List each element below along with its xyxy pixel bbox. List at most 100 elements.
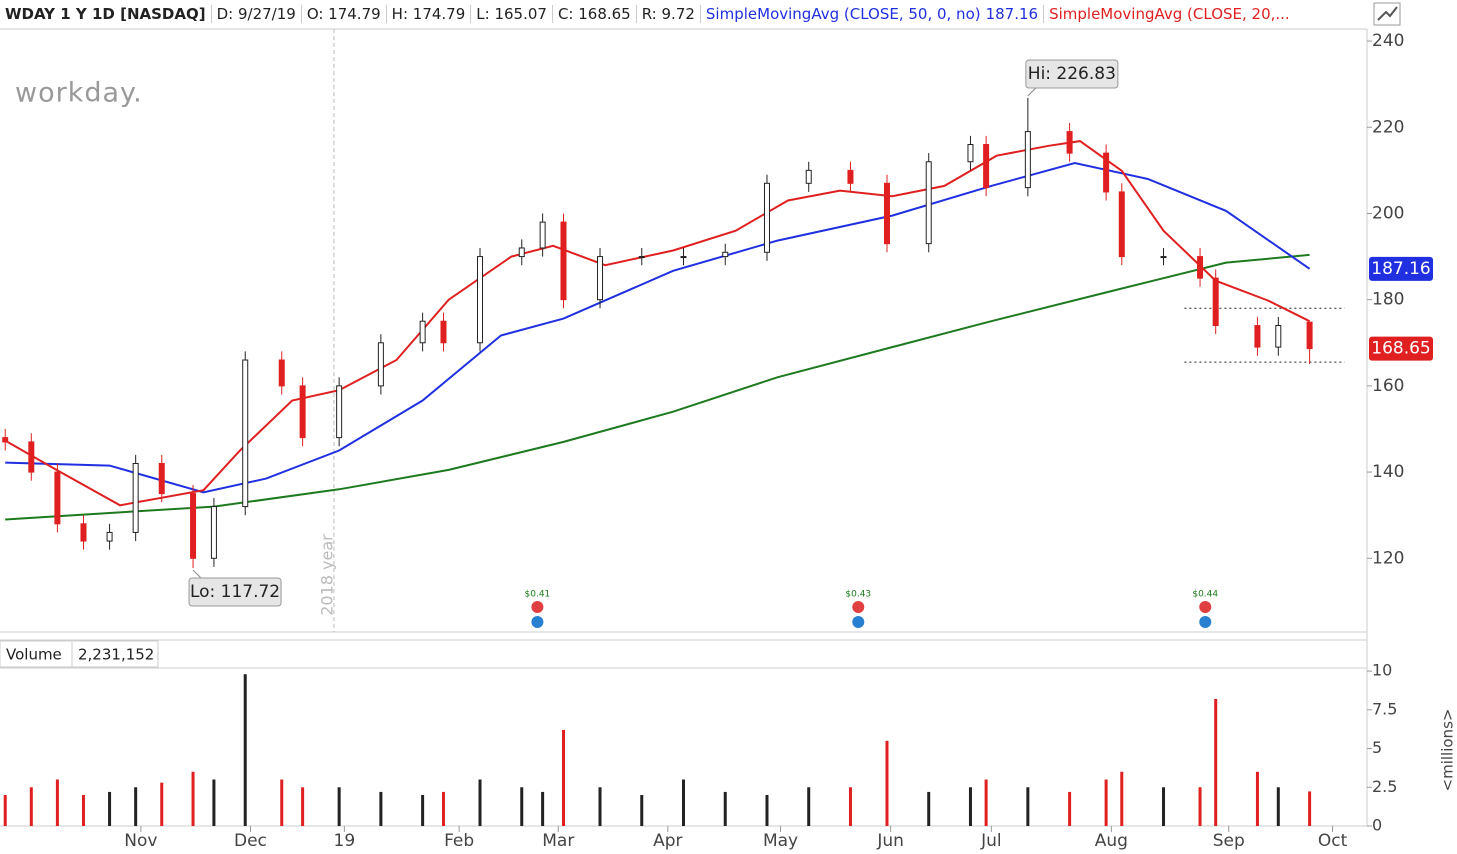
volume-bar <box>441 791 445 826</box>
field: L: 165.07 <box>471 5 553 23</box>
field: R: 9.72 <box>637 5 701 23</box>
volume-bar <box>55 779 59 826</box>
candle-body <box>1197 256 1204 279</box>
volume-bar <box>191 771 195 826</box>
volume-bar <box>160 782 164 826</box>
volume-bar <box>765 795 769 826</box>
candle-body <box>1306 321 1313 350</box>
volume-bar <box>1104 779 1108 826</box>
volume-bar <box>212 779 216 826</box>
dividend-label: $0.44 <box>1192 590 1218 600</box>
y-tick-label: 7.5 <box>1372 699 1397 718</box>
candle-body <box>440 320 447 344</box>
dividend-icon <box>531 601 544 613</box>
lo-label: Lo: 117.72 <box>190 582 280 602</box>
volume-bar <box>1026 787 1030 826</box>
x-tick-label: Jun <box>876 831 904 851</box>
volume-bar <box>29 787 33 826</box>
volume-bar <box>1198 787 1202 826</box>
y-tick-label: 10 <box>1372 661 1392 680</box>
field: O: 174.79 <box>302 5 387 23</box>
volume-bar <box>1068 791 1072 826</box>
dividend-icon <box>1199 601 1212 613</box>
dividend-label: $0.41 <box>525 590 551 600</box>
candle-body <box>477 256 484 344</box>
lo-box <box>188 577 282 607</box>
y-axis-label: <millions> <box>1439 709 1457 792</box>
candle-body <box>278 359 285 387</box>
volume-bar <box>640 795 644 826</box>
x-tick-label: Feb <box>444 831 474 851</box>
moving-average <box>4 140 1311 507</box>
x-tick-label: Mar <box>542 831 574 851</box>
volume-bar <box>561 729 565 826</box>
candle-body <box>106 531 113 542</box>
earnings-icon <box>531 616 544 628</box>
candle-body <box>54 471 61 525</box>
field: D: 9/27/19 <box>212 5 302 23</box>
year-label: 2018 year <box>317 534 336 616</box>
volume-bar <box>3 795 7 826</box>
candle-body <box>1160 256 1167 259</box>
earnings-icon <box>852 616 865 628</box>
x-tick-label: Oct <box>1318 831 1348 851</box>
candle-body <box>680 256 687 259</box>
dividend-label: $0.43 <box>845 590 871 600</box>
y-tick-label: 220 <box>1372 117 1404 137</box>
candle-body <box>80 523 87 542</box>
y-tick-label: 140 <box>1372 462 1404 482</box>
volume-bar <box>478 779 482 826</box>
volume-header <box>0 640 159 668</box>
candle-body <box>210 506 217 559</box>
y-tick-label: 2.5 <box>1372 777 1397 796</box>
candle-body <box>299 385 306 439</box>
candle-body <box>28 441 35 473</box>
price-tag <box>1369 256 1433 281</box>
volume-bar <box>81 795 85 826</box>
hi-box <box>1025 59 1119 89</box>
candle-body <box>2 437 9 443</box>
price-tag <box>1369 336 1433 361</box>
hi-label: Hi: 226.83 <box>1028 64 1116 84</box>
volume-title: Volume <box>6 646 62 664</box>
volume-bar <box>379 791 383 826</box>
candle-body <box>132 462 139 533</box>
candle-body <box>190 493 197 559</box>
volume-bar <box>598 787 602 826</box>
header: WDAY 1 Y 1D [NASDAQ] D: 9/27/19 O: 174.7… <box>0 0 1367 28</box>
x-tick-label: Dec <box>234 831 267 851</box>
dividend-icon <box>852 601 865 613</box>
x-tick-label: May <box>763 831 798 851</box>
candle-body <box>1212 277 1219 327</box>
y-tick-label: 180 <box>1372 290 1404 310</box>
volume-bar <box>968 787 972 826</box>
x-tick-label: Aug <box>1095 831 1128 851</box>
volume-bar <box>108 791 112 826</box>
volume-bar <box>682 779 685 826</box>
moving-average <box>5 161 1311 494</box>
logo: workday. <box>15 78 143 109</box>
candle-body <box>518 247 525 258</box>
candle-body <box>242 359 249 508</box>
candle-body <box>539 221 546 249</box>
lo-pointer <box>192 569 202 579</box>
volume-bar <box>848 787 852 826</box>
legend-value: 187.16 <box>981 5 1045 23</box>
candle-body <box>847 169 854 184</box>
field: H: 174.79 <box>387 5 472 23</box>
volume-bar <box>520 787 524 826</box>
moving-average <box>5 253 1310 521</box>
y-tick-label: 0 <box>1372 816 1382 835</box>
volume-bar <box>541 791 545 826</box>
x-tick-label: 19 <box>334 831 356 851</box>
legend-entry: SimpleMovingAvg (CLOSE, 50, 0, no) <box>705 5 981 23</box>
y-tick-label: 160 <box>1372 376 1404 396</box>
volume-bar <box>723 791 727 826</box>
candle-body <box>722 251 729 258</box>
candle-body <box>377 342 384 387</box>
chart-icon <box>1373 2 1401 26</box>
candle-body <box>883 182 890 245</box>
x-tick-label: Sep <box>1213 831 1245 851</box>
